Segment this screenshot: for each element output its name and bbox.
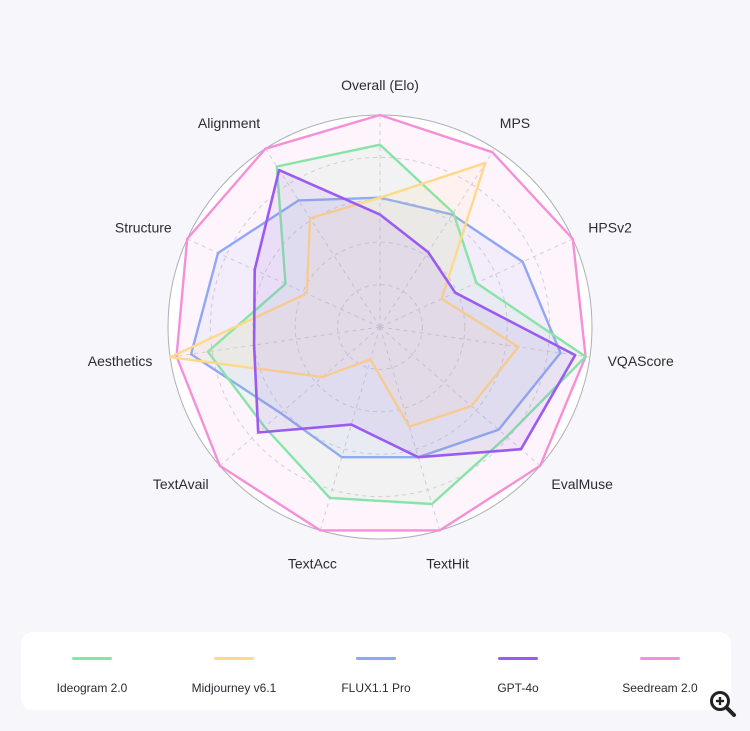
legend-label: GPT-4o [497,681,539,695]
grid-spoke [186,238,381,328]
grid-ring [252,199,508,455]
legend-item-flux[interactable]: FLUX1.1 Pro [306,632,446,695]
legend-item-midjourney[interactable]: Midjourney v6.1 [164,632,304,695]
grid-ring [337,284,423,370]
axis-label: TextHit [426,555,469,571]
axis-label: Overall (Elo) [341,77,419,93]
legend-item-seedream[interactable]: Seedream 2.0 [590,632,730,695]
axis-label: Structure [115,219,172,235]
legend-swatch [214,657,254,660]
grid-spoke [379,326,590,358]
axis-label: TextAcc [288,555,337,571]
zoom-in-icon [710,691,736,717]
axis-labels: Overall (Elo) MPS HPSv2 VQAScore EvalMuse Tex… [88,77,674,571]
radar-series [168,113,587,532]
series-midjourney-v6-1 [168,161,520,428]
series-gpt-4o [252,168,577,459]
series-ideogram-2-0 [206,143,587,506]
grid-spoke [379,326,441,531]
radar-chart: Overall (Elo) MPS HPSv2 VQAScore EvalMuse Tex… [88,77,674,571]
axis-label: VQAScore [608,353,674,369]
grid-spoke [379,148,496,328]
legend-label: Midjourney v6.1 [191,681,277,695]
grid-spoke [379,326,541,467]
legend-item-gpt4o[interactable]: GPT-4o [448,632,588,695]
legend-swatch [356,657,396,660]
axis-label: TextAvail [153,476,209,492]
series-seedream-2-0 [175,113,587,532]
legend-label: Seedream 2.0 [622,681,698,695]
grid-ring [294,241,466,413]
legend-item-ideogram[interactable]: Ideogram 2.0 [22,632,162,695]
legend: Ideogram 2.0 Midjourney v6.1 FLUX1.1 Pro… [21,632,731,710]
grid-spoke [170,326,381,358]
legend-label: FLUX1.1 Pro [341,681,411,695]
axis-label: Aesthetics [88,353,153,369]
grid-spoke [264,148,381,328]
axis-label: MPS [500,115,530,131]
axis-label: HPSv2 [588,219,632,235]
axis-label: Alignment [198,115,260,131]
grid-spoke [219,326,381,467]
legend-swatch [72,657,112,660]
axis-label: EvalMuse [551,476,613,492]
zoom-button[interactable] [707,688,739,720]
legend-label: Ideogram 2.0 [56,681,128,695]
legend-swatch [498,657,538,660]
legend-swatch [640,657,680,660]
